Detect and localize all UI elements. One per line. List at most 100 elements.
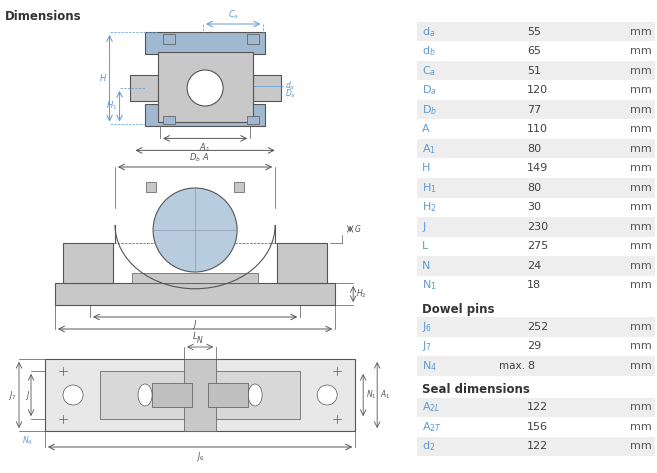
FancyBboxPatch shape — [417, 61, 655, 80]
Text: 80: 80 — [527, 144, 541, 154]
Text: max.: max. — [499, 361, 525, 371]
Text: mm: mm — [630, 222, 652, 232]
FancyBboxPatch shape — [417, 22, 655, 42]
FancyBboxPatch shape — [417, 437, 655, 456]
Text: $J_7$: $J_7$ — [7, 388, 16, 402]
Text: H: H — [422, 163, 430, 173]
FancyBboxPatch shape — [145, 32, 265, 54]
FancyBboxPatch shape — [132, 273, 258, 283]
Text: mm: mm — [630, 322, 652, 332]
Text: 80: 80 — [527, 183, 541, 193]
Text: $D_a$: $D_a$ — [284, 88, 296, 100]
FancyBboxPatch shape — [417, 397, 655, 417]
Text: mm: mm — [630, 341, 652, 351]
FancyBboxPatch shape — [247, 116, 259, 124]
FancyBboxPatch shape — [247, 34, 259, 44]
Text: L: L — [422, 241, 428, 251]
Text: 110: 110 — [527, 124, 548, 134]
FancyBboxPatch shape — [417, 42, 655, 61]
Text: H: H — [99, 74, 106, 83]
Text: mm: mm — [630, 261, 652, 271]
FancyBboxPatch shape — [184, 359, 216, 431]
Text: 8: 8 — [527, 361, 534, 371]
Text: mm: mm — [630, 202, 652, 212]
FancyBboxPatch shape — [417, 139, 655, 158]
Circle shape — [187, 70, 223, 106]
FancyBboxPatch shape — [63, 243, 113, 283]
Text: mm: mm — [630, 183, 652, 193]
FancyBboxPatch shape — [417, 80, 655, 100]
Text: N$_1$: N$_1$ — [422, 278, 437, 292]
Circle shape — [153, 188, 237, 272]
Text: 24: 24 — [527, 261, 541, 271]
FancyBboxPatch shape — [100, 371, 300, 419]
Text: 275: 275 — [527, 241, 549, 251]
Text: J: J — [26, 391, 28, 400]
Text: 18: 18 — [527, 280, 541, 290]
Text: mm: mm — [630, 361, 652, 371]
Text: 77: 77 — [527, 105, 541, 115]
Text: mm: mm — [630, 46, 652, 56]
Ellipse shape — [138, 384, 152, 406]
FancyBboxPatch shape — [417, 158, 655, 178]
Text: mm: mm — [630, 441, 652, 451]
FancyBboxPatch shape — [417, 120, 655, 139]
Text: mm: mm — [630, 144, 652, 154]
Text: mm: mm — [630, 105, 652, 115]
Text: A: A — [202, 153, 208, 162]
Text: $J_6$: $J_6$ — [196, 450, 204, 463]
Text: $A_1$: $A_1$ — [200, 141, 211, 154]
Circle shape — [317, 385, 337, 405]
FancyBboxPatch shape — [163, 34, 175, 44]
Text: mm: mm — [630, 280, 652, 290]
FancyBboxPatch shape — [208, 383, 248, 407]
Text: $D_b$: $D_b$ — [189, 151, 201, 164]
Text: mm: mm — [630, 163, 652, 173]
Text: $H_1$: $H_1$ — [106, 100, 118, 113]
Text: D$_a$: D$_a$ — [422, 83, 437, 97]
Text: J$_7$: J$_7$ — [422, 339, 432, 353]
FancyBboxPatch shape — [417, 198, 655, 217]
FancyBboxPatch shape — [417, 336, 655, 356]
Text: Seal dimensions: Seal dimensions — [422, 383, 530, 396]
Text: $H_2$: $H_2$ — [356, 288, 367, 300]
Text: 156: 156 — [527, 422, 548, 432]
Text: 55: 55 — [527, 27, 541, 37]
Text: N$_4$: N$_4$ — [422, 359, 437, 373]
Text: mm: mm — [630, 422, 652, 432]
Text: J$_6$: J$_6$ — [422, 320, 432, 334]
Text: 51: 51 — [527, 66, 541, 76]
Text: Dowel pins: Dowel pins — [422, 303, 495, 315]
Text: H$_1$: H$_1$ — [422, 181, 437, 195]
FancyBboxPatch shape — [417, 317, 655, 336]
Text: $A_1$: $A_1$ — [380, 389, 391, 401]
FancyBboxPatch shape — [417, 275, 655, 295]
FancyBboxPatch shape — [146, 182, 156, 192]
Text: J: J — [194, 320, 196, 329]
Text: d$_2$: d$_2$ — [422, 439, 436, 453]
Text: mm: mm — [630, 241, 652, 251]
FancyBboxPatch shape — [417, 256, 655, 275]
FancyBboxPatch shape — [417, 100, 655, 120]
Text: A$_1$: A$_1$ — [422, 142, 436, 156]
Text: D$_b$: D$_b$ — [422, 103, 438, 117]
FancyBboxPatch shape — [417, 356, 655, 376]
FancyBboxPatch shape — [163, 116, 175, 124]
Text: d$_b$: d$_b$ — [422, 44, 436, 58]
Text: A$_{2T}$: A$_{2T}$ — [422, 420, 442, 434]
Text: $C_a$: $C_a$ — [227, 9, 238, 21]
FancyBboxPatch shape — [417, 236, 655, 256]
Text: A$_{2L}$: A$_{2L}$ — [422, 400, 441, 414]
Text: A: A — [422, 124, 430, 134]
Text: L: L — [193, 332, 197, 341]
Text: mm: mm — [630, 66, 652, 76]
FancyBboxPatch shape — [417, 417, 655, 437]
Ellipse shape — [248, 384, 262, 406]
Text: Dimensions: Dimensions — [5, 10, 81, 23]
Text: 252: 252 — [527, 322, 549, 332]
Text: G: G — [354, 225, 360, 234]
FancyBboxPatch shape — [158, 52, 253, 122]
FancyBboxPatch shape — [55, 283, 335, 305]
Text: 230: 230 — [527, 222, 548, 232]
Text: N: N — [197, 336, 203, 345]
